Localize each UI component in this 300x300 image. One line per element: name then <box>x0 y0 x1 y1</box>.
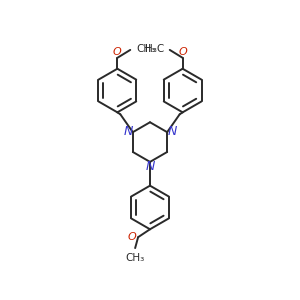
Text: N: N <box>145 160 155 173</box>
Text: H₃C: H₃C <box>145 44 164 54</box>
Text: O: O <box>128 232 136 242</box>
Text: CH₃: CH₃ <box>136 44 155 54</box>
Text: O: O <box>113 47 122 57</box>
Text: CH₃: CH₃ <box>125 253 145 263</box>
Text: N: N <box>123 125 133 138</box>
Text: O: O <box>178 47 187 57</box>
Text: N: N <box>167 125 177 138</box>
